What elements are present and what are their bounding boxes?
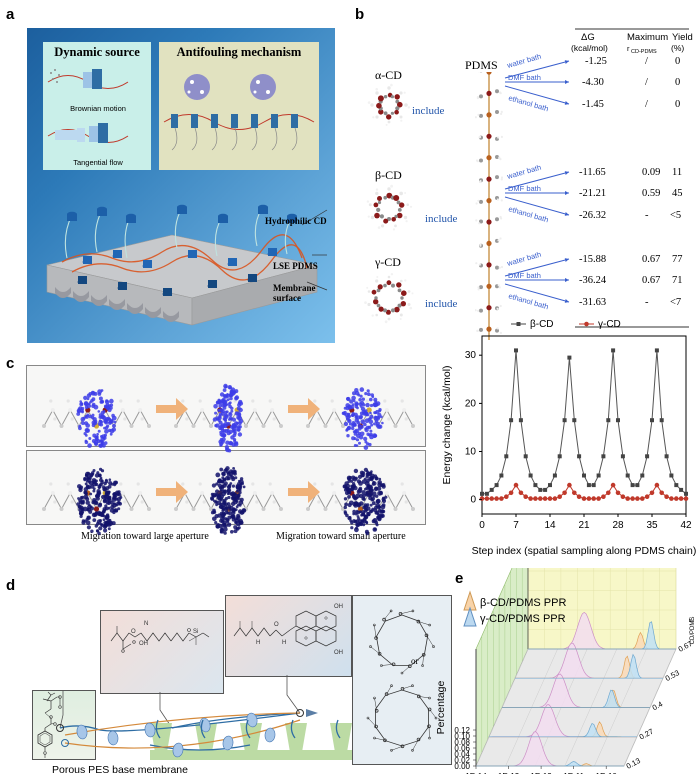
svg-text:21: 21 <box>578 520 590 531</box>
svg-text:γ-CD: γ-CD <box>598 319 621 330</box>
svg-text:CD/PDMS: CD/PDMS <box>690 617 696 645</box>
svg-text:γ-CD/PDMS PPR: γ-CD/PDMS PPR <box>480 613 566 625</box>
svg-text:β-CD: β-CD <box>530 319 554 330</box>
svg-text:β-CD/PDMS PPR: β-CD/PDMS PPR <box>480 597 566 609</box>
svg-text:14: 14 <box>544 520 556 531</box>
svg-text:20: 20 <box>465 398 477 409</box>
svg-text:0: 0 <box>479 520 485 531</box>
svg-text:28: 28 <box>612 520 624 531</box>
svg-text:10: 10 <box>465 447 477 458</box>
svg-text:7: 7 <box>513 520 519 531</box>
svg-text:0.12: 0.12 <box>454 726 470 735</box>
svg-text:0: 0 <box>470 495 476 506</box>
svg-text:Porous PES base membrane: Porous PES base membrane <box>52 764 188 773</box>
svg-text:30: 30 <box>465 350 477 361</box>
svg-text:35: 35 <box>646 520 658 531</box>
svg-text:Energy change (kcal/mol): Energy change (kcal/mol) <box>441 365 453 484</box>
svg-text:DMF bath: DMF bath <box>508 271 541 280</box>
svg-text:Percentage: Percentage <box>435 680 447 734</box>
svg-text:water bath: water bath <box>505 250 542 269</box>
svg-text:42: 42 <box>680 520 692 531</box>
svg-text:Step index (spatial sampling a: Step index (spatial sampling along PDMS … <box>472 545 696 557</box>
